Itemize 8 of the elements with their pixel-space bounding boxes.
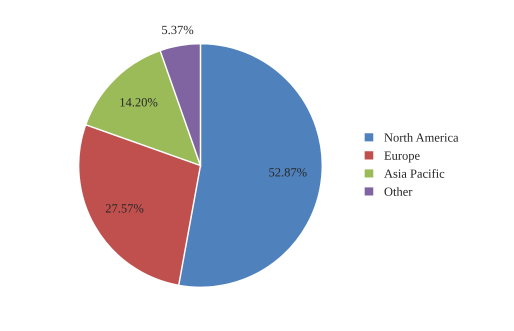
data-label: 14.20% — [120, 98, 158, 107]
legend-label: Asia Pacific — [384, 168, 444, 178]
data-label: 27.57% — [106, 204, 144, 213]
data-label: 5.37% — [162, 26, 194, 34]
legend-label: North America — [384, 133, 458, 142]
data-label: 52.87% — [269, 168, 307, 177]
legend-label: Europe — [384, 152, 420, 162]
legend-label: Other — [384, 187, 412, 196]
